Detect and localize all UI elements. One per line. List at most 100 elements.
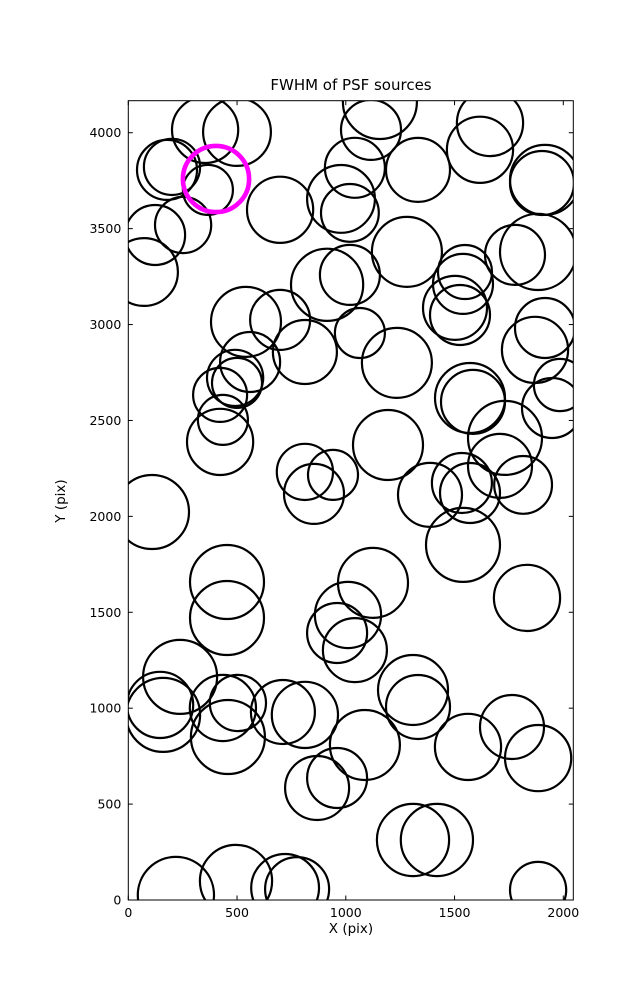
psf-source-circle xyxy=(483,223,547,286)
psf-source-circle xyxy=(376,653,450,727)
psf-source-circle xyxy=(375,802,451,878)
psf-source-circle xyxy=(424,506,502,584)
psf-source-circle xyxy=(438,461,502,525)
psf-source-circle xyxy=(351,408,425,482)
psf-source-circle xyxy=(142,638,219,716)
psf-source-circle xyxy=(170,100,240,165)
psf-source-circle xyxy=(128,473,191,551)
psf-source-circle xyxy=(321,616,388,684)
psf-source-circle xyxy=(508,149,574,217)
y-tick-label: 2000 xyxy=(89,509,121,524)
psf-source-circle xyxy=(339,100,403,161)
psf-source-circle xyxy=(328,708,401,782)
psf-source-circle xyxy=(188,543,266,621)
psf-source-circle xyxy=(153,195,213,255)
psf-source-circle xyxy=(333,306,386,360)
psf-source-circle xyxy=(492,563,562,633)
psf-source-circle xyxy=(210,356,264,409)
y-tick-label: 1000 xyxy=(89,701,121,716)
psf-source-circle xyxy=(323,136,386,199)
psf-source-circle xyxy=(513,296,574,360)
x-tick-label: 1000 xyxy=(330,905,362,920)
x-axis-label: X (pix) xyxy=(328,921,374,937)
psf-source-circle xyxy=(399,802,475,878)
psf-source-circle xyxy=(264,856,331,900)
psf-source-circle xyxy=(219,330,282,394)
psf-source-circle xyxy=(250,852,321,900)
psf-source-circle xyxy=(209,285,283,358)
psf-source-circle xyxy=(270,680,340,750)
psf-source-circle xyxy=(136,855,216,900)
y-tick-label: 4000 xyxy=(89,125,121,140)
x-tick-label: 2000 xyxy=(547,905,579,920)
psf-source-circle xyxy=(520,376,574,440)
psf-source-circle xyxy=(431,252,495,315)
psf-source-circle xyxy=(508,143,574,216)
psf-source-circle xyxy=(306,163,377,234)
plot-title: FWHM of PSF sources xyxy=(270,76,432,94)
psf-source-circle xyxy=(433,712,503,782)
psf-source-circle xyxy=(245,175,315,245)
psf-source-circle xyxy=(128,676,202,753)
psf-source-circle xyxy=(466,399,544,476)
psf-source-circle xyxy=(192,366,249,423)
psf-source-circle xyxy=(532,357,574,413)
psf-source-circle xyxy=(498,212,574,292)
psf-source-circle xyxy=(493,454,554,515)
psf-source-circle xyxy=(306,746,369,810)
psf-source-circle xyxy=(284,754,351,822)
psf-source-circle xyxy=(370,215,443,288)
psf-source-circle xyxy=(319,182,380,243)
psf-source-circle xyxy=(188,579,266,657)
psf-source-circle xyxy=(341,100,418,141)
psf-source-circle xyxy=(384,673,452,741)
x-tick-label: 1500 xyxy=(439,905,471,920)
psf-source-circle xyxy=(196,393,249,446)
psf-source-circle xyxy=(445,115,515,185)
psf-source-circle xyxy=(188,673,258,743)
psf-source-circle xyxy=(503,723,573,793)
psf-source-circle xyxy=(128,670,195,740)
psf-source-circle xyxy=(360,326,433,399)
psf-source-circle xyxy=(436,243,494,301)
psf-source-circle xyxy=(205,348,265,408)
psf-source-circle xyxy=(128,203,187,267)
psf-source-circle xyxy=(455,100,525,158)
y-tick-label: 3500 xyxy=(89,221,121,236)
psf-source-circle xyxy=(313,580,383,650)
psf-source-circle xyxy=(135,138,199,201)
x-tick-label: 500 xyxy=(225,905,249,920)
psf-source-circle xyxy=(271,318,338,386)
psf-source-circle xyxy=(478,693,546,761)
x-tick-label: 0 xyxy=(124,905,132,920)
y-tick-label: 2500 xyxy=(89,413,121,428)
psf-source-circle xyxy=(508,860,568,900)
highlighted-psf-circle xyxy=(180,143,252,215)
psf-source-circle xyxy=(433,361,507,435)
psf-source-circle xyxy=(128,237,179,307)
psf-source-circle xyxy=(318,243,381,306)
psf-source-circle xyxy=(289,247,365,322)
y-tick-label: 0 xyxy=(113,893,121,908)
psf-source-circle xyxy=(428,283,492,347)
y-tick-label: 3000 xyxy=(89,317,121,332)
psf-source-circle xyxy=(306,601,369,665)
psf-source-circle xyxy=(202,100,272,167)
psf-source-circle xyxy=(306,448,360,501)
psf-circles-group xyxy=(128,100,574,900)
psf-source-circle xyxy=(500,315,570,385)
psf-source-circle xyxy=(198,843,274,900)
psf-source-circle xyxy=(282,462,346,525)
psf-source-circle xyxy=(189,698,266,776)
psf-source-circle xyxy=(421,274,489,341)
psf-source-circle xyxy=(430,451,493,515)
y-tick-label: 500 xyxy=(97,797,121,812)
y-tick-label: 1500 xyxy=(89,605,121,620)
psf-source-circle xyxy=(249,678,316,746)
y-axis-label: Y (pix) xyxy=(53,479,69,523)
psf-source-circle xyxy=(384,136,452,203)
psf-source-circle xyxy=(208,673,268,733)
psf-source-circle xyxy=(185,407,255,477)
